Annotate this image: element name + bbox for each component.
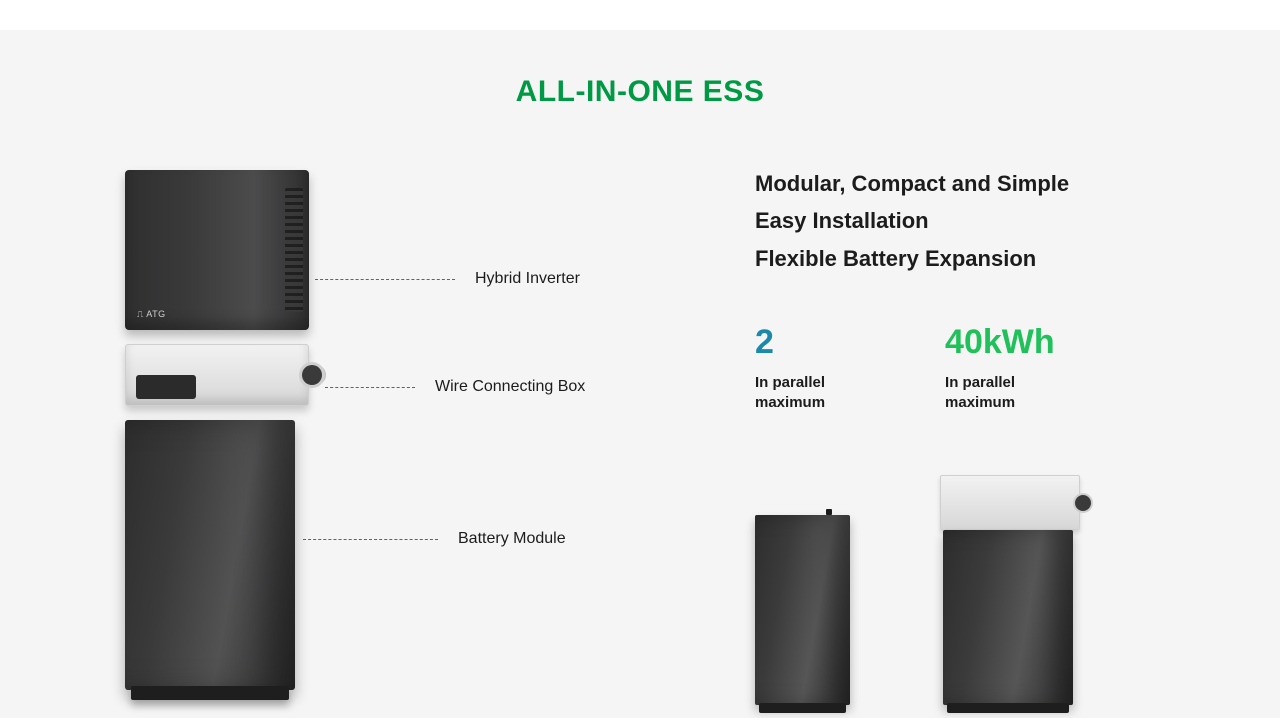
cabinet-large-graphic [943, 530, 1073, 705]
cabinet-small-graphic [755, 515, 850, 705]
hybrid-inverter-graphic: ⎍ ATG [125, 170, 309, 330]
pointer-label: Hybrid Inverter [475, 270, 580, 288]
pointer-line [315, 279, 455, 280]
spec-sub: In parallel maximum [755, 373, 825, 412]
wire-connecting-box-graphic [125, 344, 309, 406]
feature-item: Flexible Battery Expansion [755, 240, 1175, 277]
spec-parallel-count: 2 In parallel maximum [755, 325, 825, 412]
cabinet-large-wrap [940, 475, 1080, 705]
pointer-wire-connecting-box: Wire Connecting Box [325, 378, 585, 396]
cabinet-large-top-graphic [940, 475, 1080, 530]
spec-capacity: 40kWh In parallel maximum [945, 325, 1055, 412]
feature-list: Modular, Compact and Simple Easy Install… [755, 165, 1175, 277]
page-title: ALL-IN-ONE ESS [0, 75, 1280, 109]
battery-module-graphic [125, 420, 295, 690]
pointer-battery-module: Battery Module [303, 530, 566, 548]
pointer-hybrid-inverter: Hybrid Inverter [315, 270, 580, 288]
product-thumbnails [755, 475, 1175, 705]
pointer-label: Battery Module [458, 530, 566, 548]
spec-sub: In parallel maximum [945, 373, 1055, 412]
pointer-label: Wire Connecting Box [435, 378, 585, 396]
feature-item: Modular, Compact and Simple [755, 165, 1175, 202]
spec-row: 2 In parallel maximum 40kWh In parallel … [755, 325, 1175, 412]
spec-value: 2 [755, 325, 825, 359]
pointer-line [303, 539, 438, 540]
feature-item: Easy Installation [755, 202, 1175, 239]
pointer-line [325, 387, 415, 388]
brand-badge: ⎍ ATG [137, 309, 166, 320]
exploded-diagram: ⎍ ATG Hybrid Inverter Wire Connecting Bo… [125, 170, 585, 690]
spec-value: 40kWh [945, 325, 1055, 359]
